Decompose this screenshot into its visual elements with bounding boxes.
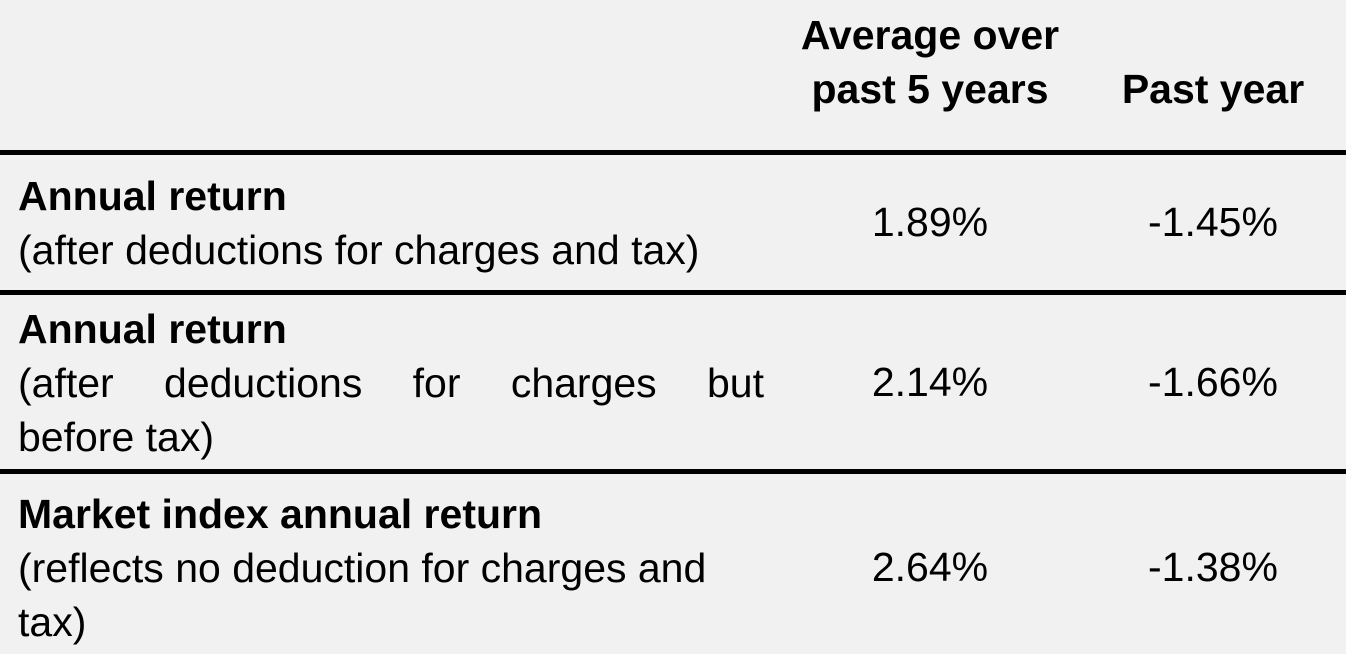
past-year-value: -1.66% <box>1080 292 1346 474</box>
header-avg-5yr-line1: Average over <box>800 11 1060 58</box>
past-year-value: -1.45% <box>1080 152 1346 295</box>
row-label: Annual return (after deductions for char… <box>0 292 780 474</box>
header-avg-5yr-line2: past 5 years <box>811 65 1049 112</box>
row-description-line2: before tax) <box>18 413 214 460</box>
avg-5yr-value: 1.89% <box>780 152 1080 295</box>
row-title: Market index annual return <box>18 491 543 538</box>
header-empty-cell <box>0 0 780 155</box>
table-header-row: Average over past 5 years Past year <box>0 0 1346 155</box>
row-description-line2: tax) <box>18 599 87 646</box>
table-row-annual-return-after-tax: Annual return (after deductions for char… <box>0 152 1346 295</box>
row-description-line1: (reflects no deduction for charges and <box>18 545 707 592</box>
row-label: Annual return (after deductions for char… <box>0 152 780 295</box>
avg-5yr-value: 2.64% <box>871 544 989 591</box>
row-title: Annual return <box>18 173 287 219</box>
past-year-value: -1.38% <box>1148 544 1278 591</box>
row-description: (after deductions for charges and tax) <box>18 227 700 273</box>
header-past-year: Past year <box>1080 0 1346 155</box>
table-row-market-index-return: Market index annual return (reflects no … <box>0 471 1346 654</box>
row-title: Annual return <box>18 305 287 352</box>
table-row-annual-return-before-tax: Annual return (after deductions for char… <box>0 292 1346 474</box>
avg-5yr-value: 2.14% <box>780 292 1080 474</box>
row-label: Market index annual return (reflects no … <box>0 471 780 654</box>
row-description-line1: (after deductions for charges but <box>18 359 764 406</box>
header-avg-5yr: Average over past 5 years <box>780 0 1080 155</box>
